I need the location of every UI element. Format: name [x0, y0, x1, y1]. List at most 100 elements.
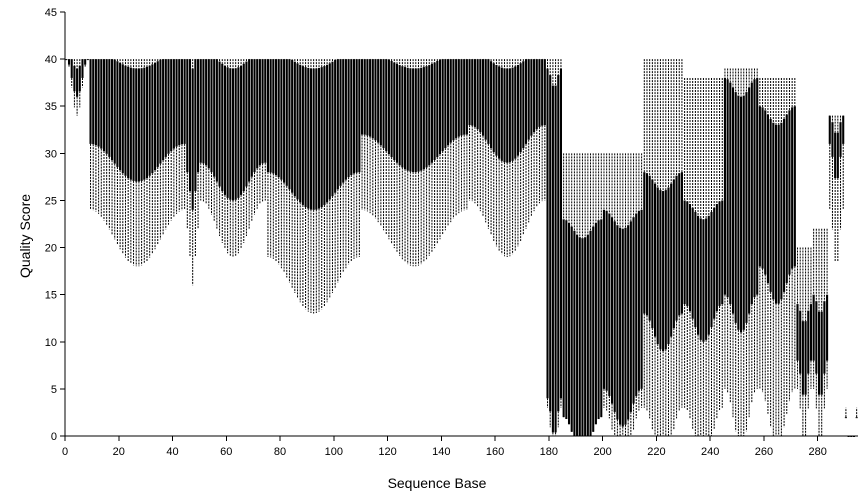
base-box: [231, 59, 235, 257]
base-box: [715, 77, 718, 419]
base-box: [740, 68, 743, 436]
iqr-box: [387, 59, 390, 155]
iqr-box: [758, 106, 761, 267]
iqr-box: [258, 59, 261, 166]
base-box: [629, 153, 632, 436]
base-box: [651, 59, 654, 430]
iqr-box: [667, 187, 670, 345]
iqr-box: [331, 61, 334, 197]
iqr-box: [772, 122, 775, 300]
iqr-box: [363, 59, 366, 135]
iqr-box: [473, 59, 476, 127]
base-box: [664, 59, 667, 436]
base-box: [210, 59, 213, 215]
base-box: [218, 59, 221, 237]
iqr-box: [702, 219, 705, 342]
iqr-box: [774, 124, 778, 304]
base-box: [76, 59, 79, 116]
iqr-box: [70, 59, 73, 78]
base-box: [178, 59, 181, 212]
base-box: [766, 77, 769, 414]
y-tick-label: 15: [45, 290, 57, 302]
base-box: [207, 59, 210, 209]
base-box: [355, 59, 358, 258]
base-box: [309, 59, 313, 314]
base-box: [729, 68, 732, 404]
iqr-box: [828, 115, 831, 144]
iqr-box: [740, 96, 743, 333]
base-box: [842, 115, 845, 210]
iqr-box: [817, 311, 821, 395]
base-box: [65, 59, 68, 61]
base-box: [406, 59, 409, 265]
base-box: [479, 59, 482, 212]
iqr-box: [92, 59, 95, 145]
y-tick-label: 35: [45, 101, 57, 113]
iqr-box: [457, 59, 460, 137]
base-box: [455, 59, 458, 216]
iqr-box: [675, 175, 678, 321]
base-box: [352, 59, 356, 259]
iqr-box: [785, 114, 788, 283]
iqr-box: [242, 63, 245, 192]
base-box: [366, 59, 369, 212]
base-box: [667, 59, 670, 436]
iqr-box: [414, 68, 417, 173]
iqr-box: [323, 66, 326, 205]
base-box: [576, 153, 579, 436]
base-box: [143, 59, 146, 264]
base-box: [307, 59, 310, 312]
iqr-box: [807, 310, 810, 374]
iqr-box: [769, 118, 772, 292]
base-box: [110, 59, 114, 235]
base-box: [624, 153, 627, 436]
iqr-box: [799, 310, 802, 374]
iqr-box: [463, 59, 466, 135]
base-box: [323, 59, 326, 307]
base-box: [449, 59, 452, 223]
base-box: [412, 59, 415, 267]
iqr-box: [382, 59, 385, 149]
base-box: [385, 59, 388, 235]
base-box: [409, 59, 412, 266]
base-box: [94, 59, 97, 212]
iqr-box: [342, 59, 345, 183]
iqr-box: [143, 67, 146, 180]
base-box: [535, 59, 538, 207]
base-box: [89, 59, 92, 210]
base-box: [608, 153, 611, 419]
base-box: [234, 59, 237, 257]
base-box: [734, 68, 737, 432]
base-box: [600, 153, 603, 418]
base-box: [551, 59, 554, 436]
base-box: [484, 59, 487, 223]
iqr-box: [253, 59, 256, 173]
base-box: [336, 59, 339, 283]
base-box: [565, 153, 568, 420]
base-box: [721, 77, 724, 408]
x-tick-label: 200: [593, 446, 611, 458]
base-box: [557, 59, 560, 428]
y-axis-title: Quality Score: [17, 194, 33, 278]
base-box: [473, 59, 476, 204]
base-box: [570, 153, 573, 432]
base-box: [129, 59, 132, 264]
base-box: [363, 59, 366, 211]
base-box: [621, 153, 624, 436]
iqr-box: [783, 118, 786, 292]
iqr-box: [379, 59, 382, 146]
base-box: [288, 59, 291, 283]
iqr-box: [844, 417, 847, 419]
iqr-box: [766, 114, 769, 283]
iqr-box: [683, 200, 686, 305]
iqr-box: [498, 66, 501, 159]
iqr-box: [565, 220, 568, 420]
base-box: [457, 59, 460, 214]
base-box: [145, 59, 149, 262]
base-box: [92, 59, 95, 211]
iqr-box: [780, 122, 783, 300]
base-box: [328, 59, 331, 298]
iqr-box: [121, 64, 124, 174]
base-box: [135, 59, 138, 267]
iqr-box: [516, 64, 519, 156]
